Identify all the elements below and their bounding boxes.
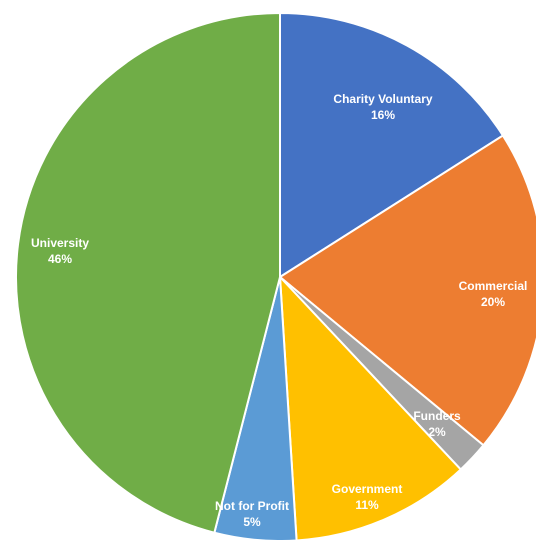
slice-charity-voluntary [279, 11, 505, 279]
pie-slices [15, 11, 536, 540]
pct-funders: 2% [428, 425, 446, 439]
pie-labels: Charity Voluntary 16% Commercial 20% Fun… [31, 92, 527, 529]
pct-government: 11% [355, 498, 379, 512]
pct-charity-voluntary: 16% [371, 108, 395, 122]
pct-university: 46% [48, 252, 72, 266]
slice-government [278, 274, 463, 540]
pct-not-for-profit: 5% [243, 515, 261, 529]
label-charity-voluntary: Charity Voluntary [333, 92, 432, 106]
label-funders: Funders [413, 409, 461, 423]
pct-commercial: 20% [481, 295, 505, 309]
slice-commercial [278, 134, 536, 447]
label-not-for-profit: Not for Profit [215, 499, 289, 513]
label-government: Government [332, 482, 403, 496]
label-university: University [31, 236, 89, 250]
slice-university [15, 11, 281, 534]
label-commercial: Commercial [459, 279, 528, 293]
